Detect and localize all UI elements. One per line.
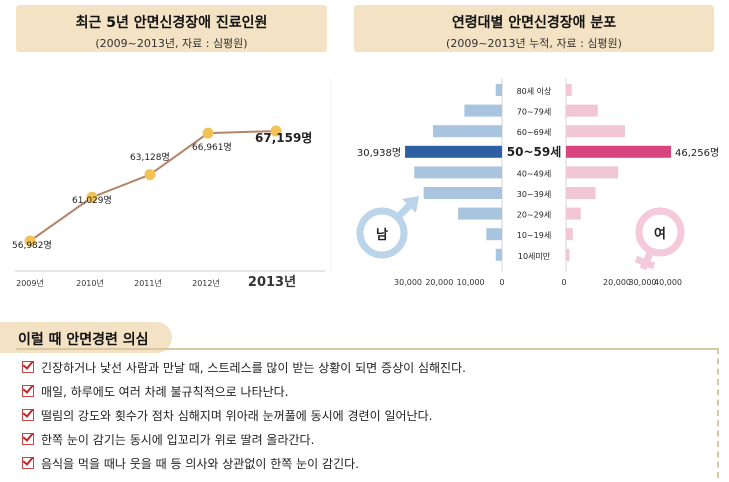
male-axis-tick: 20,000 bbox=[425, 278, 453, 287]
symptom-header: 이럴 때 안면경련 의심 bbox=[0, 322, 172, 353]
data-point bbox=[202, 127, 214, 139]
checkbox-icon bbox=[22, 433, 34, 445]
male-axis-tick: 30,000 bbox=[394, 278, 422, 287]
age-group-label: 80세 이상 bbox=[517, 86, 552, 96]
male-bar bbox=[458, 207, 502, 220]
female-bar bbox=[566, 166, 619, 179]
female-bar bbox=[566, 125, 626, 138]
left-chart-subtitle: (2009~2013년, 자료 : 심평원) bbox=[95, 37, 248, 50]
female-symbol-icon bbox=[635, 207, 685, 257]
male-symbol-arrowhead-icon bbox=[402, 196, 419, 213]
age-group-label: 30~39세 bbox=[517, 190, 551, 199]
male-bar bbox=[423, 187, 502, 199]
female-bar bbox=[566, 248, 570, 261]
data-label: 63,128명 bbox=[130, 152, 170, 163]
data-label: 66,961명 bbox=[192, 142, 232, 153]
female-axis-tick: 20,000 bbox=[603, 278, 631, 287]
right-chart-title: 연령대별 안면신경장애 분포 bbox=[451, 15, 617, 31]
data-point bbox=[86, 191, 98, 203]
checkbox-icon bbox=[22, 457, 34, 469]
left-chart-title-box: 최근 5년 안면신경장애 진료인원 (2009~2013년, 자료 : 심평원) bbox=[16, 5, 327, 52]
female-symbol-cross-icon bbox=[634, 255, 656, 270]
x-tick-label: 2012년 bbox=[192, 278, 220, 288]
x-tick-label: 2010년 bbox=[76, 278, 104, 288]
female-bar bbox=[566, 84, 572, 96]
female-axis-tick: 30,000 bbox=[629, 278, 657, 287]
symptom-item: 긴장하거나 낯선 사람과 만날 때, 스트레스를 많이 받는 상황이 되면 증상… bbox=[22, 358, 466, 382]
male-axis-tick: 0 bbox=[499, 278, 504, 287]
male-bar bbox=[495, 84, 502, 96]
male-bar bbox=[464, 104, 502, 117]
age-group-label: 50~59세 bbox=[507, 144, 562, 159]
symptom-item: 떨림의 강도와 횟수가 점차 심해지며 위아래 눈꺼풀에 동시에 경련이 일어난… bbox=[22, 406, 466, 430]
age-group-label: 10세미만 bbox=[518, 252, 551, 261]
male-axis-tick: 10,000 bbox=[457, 278, 485, 287]
series-line bbox=[29, 130, 277, 242]
data-point bbox=[144, 169, 156, 181]
x-tick-label: 2011년 bbox=[134, 278, 162, 288]
age-group-label: 40~49세 bbox=[517, 169, 551, 178]
female-bar bbox=[566, 145, 671, 158]
female-bar bbox=[566, 187, 596, 199]
female-label: 여 bbox=[654, 226, 666, 242]
female-bar bbox=[566, 228, 573, 241]
symptom-text: 매일, 하루에도 여러 차례 불규칙적으로 나타난다. bbox=[41, 385, 289, 399]
symptom-text: 긴장하거나 낯선 사람과 만날 때, 스트레스를 많이 받는 상황이 되면 증상… bbox=[41, 361, 466, 375]
line-chart: 56,982명 61,029명 63,128명 66,961명 67,159명 2009년… bbox=[12, 125, 325, 290]
male-bar bbox=[405, 145, 502, 158]
symptom-list: 긴장하거나 낯선 사람과 만날 때, 스트레스를 많이 받는 상황이 되면 증상… bbox=[22, 358, 466, 478]
male-highlight-label: 30,938명 bbox=[357, 147, 401, 159]
female-bar bbox=[566, 207, 581, 220]
age-group-label: 20~29세 bbox=[517, 211, 551, 220]
right-chart-subtitle: (2009~2013년 누적, 자료 : 심평원) bbox=[446, 37, 622, 50]
female-highlight-label: 46,256명 bbox=[675, 147, 719, 159]
symptom-text: 떨림의 강도와 횟수가 점차 심해지며 위아래 눈꺼풀에 동시에 경련이 일어난… bbox=[41, 409, 433, 423]
symptom-text: 음식을 먹을 때나 웃을 때 등 의사와 상관없이 한쪽 눈이 감긴다. bbox=[41, 457, 359, 471]
age-group-label: 60~69세 bbox=[517, 128, 551, 137]
age-group-label: 70~79세 bbox=[517, 108, 551, 117]
female-axis-tick: 40,000 bbox=[654, 278, 682, 287]
symptom-item: 한쪽 눈이 감기는 동시에 입꼬리가 위로 딸려 올라간다. bbox=[22, 430, 466, 454]
left-chart-title: 최근 5년 안면신경장애 진료인원 bbox=[75, 15, 268, 31]
data-label: 56,982명 bbox=[12, 240, 52, 251]
symptom-item: 음식을 먹을 때나 웃을 때 등 의사와 상관없이 한쪽 눈이 감긴다. bbox=[22, 454, 466, 478]
age-pyramid-chart: 80세 이상 70~79세 60~69세 50~59세 40~49세 30~39세 20~2… bbox=[330, 78, 719, 287]
age-group-label: 10~19세 bbox=[517, 231, 551, 240]
male-bar bbox=[495, 248, 502, 261]
male-bar bbox=[433, 125, 502, 138]
data-point bbox=[24, 235, 36, 247]
symptom-title: 이럴 때 안면경련 의심 bbox=[18, 332, 149, 348]
right-chart-title-box: 연령대별 안면신경장애 분포 (2009~2013년 누적, 자료 : 심평원) bbox=[354, 5, 714, 52]
female-bar bbox=[566, 104, 598, 117]
data-point bbox=[270, 125, 282, 137]
checkbox-icon bbox=[22, 385, 34, 397]
x-tick-label: 2013년 bbox=[248, 275, 296, 290]
female-axis-tick: 0 bbox=[561, 278, 566, 287]
male-bar bbox=[414, 166, 502, 179]
checkbox-icon bbox=[22, 409, 34, 421]
symptom-text: 한쪽 눈이 감기는 동시에 입꼬리가 위로 딸려 올라간다. bbox=[41, 433, 315, 447]
data-label: 67,159명 bbox=[255, 131, 312, 145]
data-label: 61,029명 bbox=[72, 195, 112, 206]
checkbox-icon bbox=[22, 361, 34, 373]
male-label: 남 bbox=[376, 227, 388, 243]
x-tick-label: 2009년 bbox=[16, 278, 44, 288]
symptom-panel bbox=[16, 348, 719, 478]
symptom-item: 매일, 하루에도 여러 차례 불규칙적으로 나타난다. bbox=[22, 382, 466, 406]
male-bar bbox=[486, 228, 502, 241]
male-symbol-icon bbox=[356, 207, 408, 259]
